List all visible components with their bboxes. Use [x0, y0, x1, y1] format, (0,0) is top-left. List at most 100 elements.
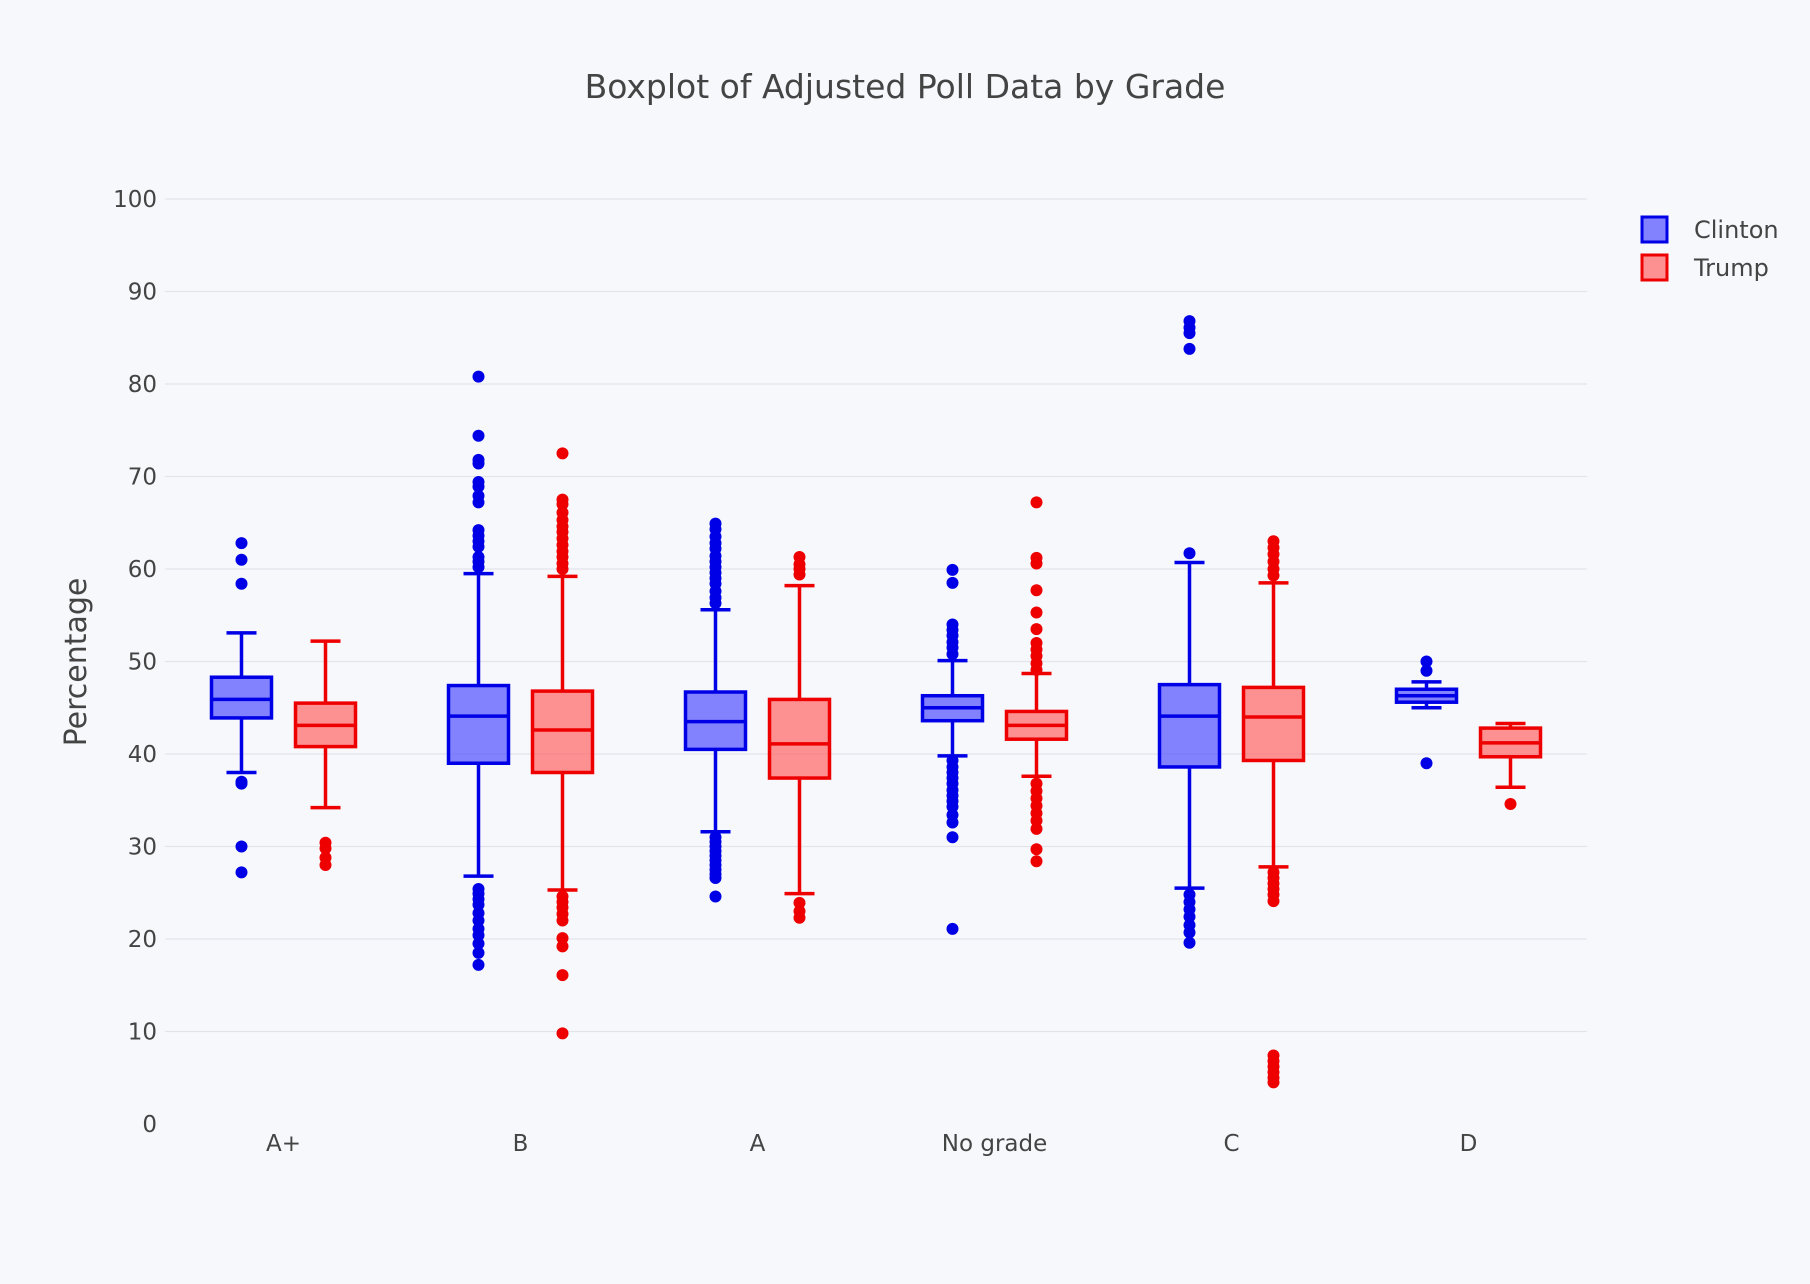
outlier-point: [472, 946, 485, 959]
outlier-point: [709, 597, 722, 610]
outlier-point: [319, 859, 332, 871]
y-tick-label: 90: [128, 280, 157, 306]
outlier-point: [1267, 569, 1280, 582]
outlier-point: [472, 914, 485, 927]
x-tick-label: No grade: [942, 1131, 1048, 1157]
y-tick-label: 40: [128, 742, 157, 768]
legend: Clinton Trump: [1640, 215, 1779, 282]
outlier-point: [793, 911, 806, 924]
legend-label-trump: Trump: [1693, 254, 1769, 282]
iqr-box: [767, 697, 832, 780]
outlier-point: [1504, 797, 1517, 810]
x-tick-label: D: [1460, 1131, 1478, 1157]
outlier-point: [235, 866, 248, 879]
box-traces: [209, 315, 1543, 1089]
outlier-point: [472, 561, 485, 574]
outlier-point: [472, 958, 485, 971]
x-tick-label: C: [1223, 1131, 1239, 1157]
outlier-point: [472, 540, 485, 553]
x-axis-ticks: A+ B A No grade C D: [266, 1131, 1477, 1157]
y-tick-label: 10: [128, 1020, 157, 1046]
iqr-box: [530, 689, 595, 775]
outlier-point: [946, 563, 959, 576]
outlier-point: [946, 816, 959, 829]
outlier-point: [556, 1027, 569, 1040]
box-clinton-b: [446, 370, 511, 971]
outlier-point: [235, 840, 248, 853]
outlier-point: [1183, 926, 1196, 939]
outlier-point: [1030, 557, 1043, 570]
outlier-point: [1183, 327, 1196, 340]
y-axis-label: Percentage: [59, 578, 94, 747]
outlier-point: [793, 568, 806, 581]
outlier-point: [1420, 655, 1433, 668]
box-trump-no-grade: [1004, 496, 1069, 868]
y-tick-label: 70: [128, 465, 157, 491]
outlier-point: [1030, 663, 1043, 676]
y-tick-label: 0: [142, 1112, 157, 1138]
outlier-point: [793, 896, 806, 909]
outlier-point: [472, 898, 485, 911]
outlier-point: [1030, 584, 1043, 597]
outlier-point: [1420, 757, 1433, 770]
y-tick-label: 30: [128, 835, 157, 861]
chart-title: Boxplot of Adjusted Poll Data by Grade: [585, 67, 1226, 106]
box-trump-a: [767, 550, 832, 924]
outlier-point: [556, 932, 569, 945]
outlier-point: [1030, 822, 1043, 835]
outlier-point: [946, 648, 959, 661]
outlier-point: [472, 457, 485, 470]
outlier-point: [556, 498, 569, 511]
box-clinton-a: [683, 517, 748, 903]
outlier-point: [235, 577, 248, 590]
outlier-point: [235, 777, 248, 790]
outlier-point: [556, 563, 569, 575]
iqr-box: [1241, 685, 1306, 763]
outlier-point: [946, 922, 959, 935]
outlier-point: [472, 480, 485, 493]
x-tick-label: A: [750, 1131, 766, 1157]
outlier-point: [235, 553, 248, 566]
x-tick-label: A+: [266, 1131, 301, 1157]
outlier-point: [319, 842, 332, 855]
outlier-point: [1420, 664, 1433, 677]
outlier-point: [1030, 855, 1043, 868]
y-tick-label: 20: [128, 927, 157, 953]
outlier-point: [235, 537, 248, 550]
box-clinton-c: [1157, 315, 1222, 949]
outlier-point: [556, 914, 569, 927]
box-clinton-no-grade: [920, 563, 985, 935]
outlier-point: [556, 940, 569, 953]
x-tick-label: B: [513, 1131, 529, 1157]
outlier-point: [1030, 496, 1043, 509]
outlier-point: [1183, 936, 1196, 949]
outlier-point: [1183, 910, 1196, 923]
outlier-point: [1183, 547, 1196, 560]
outlier-point: [472, 937, 485, 950]
iqr-box: [446, 683, 511, 765]
box-trump-d: [1478, 721, 1543, 810]
outlier-point: [946, 831, 959, 844]
y-tick-label: 60: [128, 557, 157, 583]
outlier-point: [1183, 342, 1196, 355]
y-tick-label: 80: [128, 372, 157, 398]
outlier-point: [1267, 895, 1280, 908]
y-tick-label: 50: [128, 650, 157, 676]
box-trump-b: [530, 447, 595, 1040]
box-clinton-a-: [209, 537, 274, 879]
y-tick-label: 100: [113, 187, 157, 213]
outlier-point: [1030, 606, 1043, 619]
y-axis-ticks: 0 10 20 30 40 50 60 70 80 90 100: [113, 187, 157, 1138]
outlier-point: [556, 447, 569, 460]
legend-label-clinton: Clinton: [1694, 216, 1779, 244]
iqr-box: [1157, 682, 1222, 769]
box-clinton-d: [1394, 655, 1459, 770]
outlier-point: [1030, 814, 1043, 827]
legend-swatch-clinton: [1640, 215, 1669, 244]
outlier-point: [472, 429, 485, 442]
box-trump-c: [1241, 535, 1306, 1089]
outlier-point: [1030, 623, 1043, 636]
gridlines: [165, 198, 1587, 1033]
